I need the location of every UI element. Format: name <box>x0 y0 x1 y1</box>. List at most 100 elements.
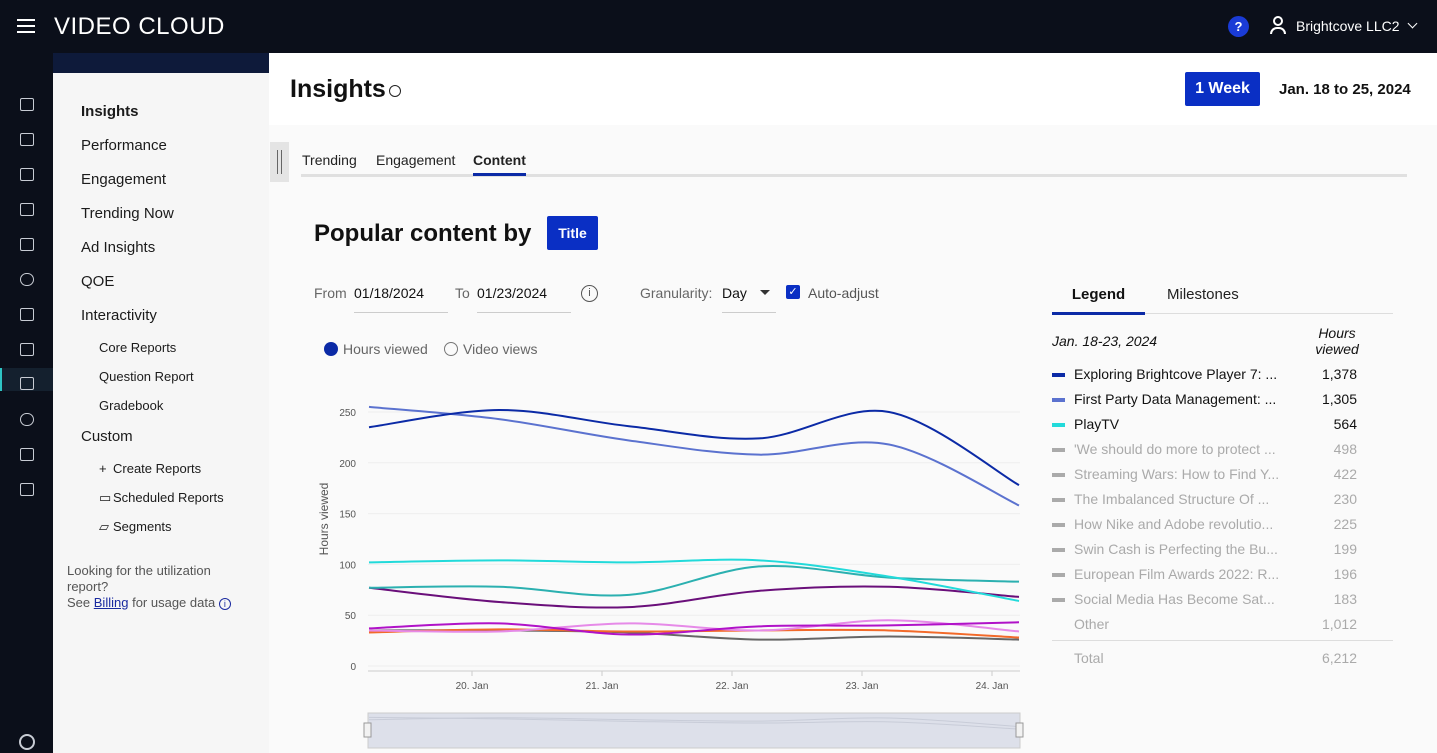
legend-col-header: Hours viewed <box>1310 325 1364 357</box>
legend-item[interactable]: The Imbalanced Structure Of ... 230 <box>1052 491 1357 511</box>
calendar-icon: ▭ <box>99 490 112 505</box>
sidebar-subitem[interactable]: Core Reports <box>99 340 177 355</box>
legend-item[interactable]: Exploring Brightcove Player 7: ... 1,378 <box>1052 366 1357 386</box>
granularity-select[interactable]: Day <box>722 285 776 313</box>
sidebar-item-insights[interactable]: Insights <box>81 103 139 120</box>
radio-video-label: Video views <box>463 341 538 357</box>
sidebar-subitem[interactable]: + Create Reports <box>99 461 201 476</box>
sidebar-item-engagement[interactable]: Engagement <box>81 171 167 188</box>
legend-item[interactable]: European Film Awards 2022: R... 196 <box>1052 566 1357 586</box>
to-date-input[interactable]: 01/23/2024 <box>477 285 571 313</box>
info-icon[interactable]: i <box>218 598 231 610</box>
plus-icon: + <box>99 461 107 476</box>
tab-engagement[interactable]: Engagement <box>376 152 456 168</box>
y-tick-label: 200 <box>339 459 356 470</box>
auto-adjust-label: Auto-adjust <box>808 285 879 301</box>
sidebar-item-performance[interactable]: Performance <box>81 137 167 154</box>
legend-item-value: 196 <box>1333 566 1357 582</box>
legend-item[interactable]: Swin Cash is Perfecting the Bu... 199 <box>1052 541 1357 561</box>
note-rest: for usage data <box>132 595 216 610</box>
panel-drag-handle[interactable] <box>270 142 289 182</box>
navigator-handle-left[interactable] <box>363 722 372 738</box>
col-header-2: viewed <box>1315 341 1359 357</box>
home-icon[interactable] <box>17 95 37 115</box>
audience-icon[interactable] <box>17 340 37 360</box>
radio-hours-viewed[interactable] <box>324 342 338 356</box>
radio-video-views[interactable] <box>444 342 458 356</box>
legend-divider <box>1052 640 1393 641</box>
range-button[interactable]: 1 Week <box>1185 72 1260 106</box>
billing-link[interactable]: Billing <box>93 595 129 610</box>
navigator-handle-right[interactable] <box>1015 722 1024 738</box>
series-line <box>368 564 1020 597</box>
legend-total: Total 6,212 <box>1052 650 1357 670</box>
media-icon[interactable] <box>17 200 37 220</box>
legend-tab-underline <box>1052 313 1393 314</box>
x-tick-label: 23. Jan <box>846 681 879 692</box>
legend-item[interactable]: How Nike and Adobe revolutio... 225 <box>1052 516 1357 536</box>
navigator-series <box>368 717 1020 728</box>
tv-icon[interactable] <box>17 235 37 255</box>
tab-milestones[interactable]: Milestones <box>1167 286 1239 303</box>
series-line <box>368 558 1020 602</box>
video-icon[interactable] <box>17 165 37 185</box>
play-icon[interactable] <box>17 410 37 430</box>
sidebar-item-ad-insights[interactable]: Ad Insights <box>81 239 156 256</box>
legend-item[interactable]: Streaming Wars: How to Find Y... 422 <box>1052 466 1357 486</box>
legend-swatch <box>1052 523 1065 527</box>
cloud-icon[interactable] <box>17 270 37 290</box>
sidebar-item-trending-now[interactable]: Trending Now <box>81 205 174 222</box>
upload-icon[interactable] <box>17 130 37 150</box>
settings-icon[interactable] <box>19 734 35 750</box>
y-axis-label: Hours viewed <box>317 483 331 556</box>
icon-rail <box>0 53 53 753</box>
legend-item[interactable]: Social Media Has Become Sat... 183 <box>1052 591 1357 611</box>
sidebar-subitem[interactable]: ▭ Scheduled Reports <box>99 490 224 506</box>
legend-item[interactable]: First Party Data Management: ... 1,305 <box>1052 391 1357 411</box>
account-menu[interactable]: Brightcove LLC2 <box>1296 18 1400 34</box>
from-date-input[interactable]: 01/18/2024 <box>354 285 448 313</box>
subitem-label: Create Reports <box>113 461 202 476</box>
granularity-value: Day <box>722 285 747 301</box>
sidebar-subitem[interactable]: ▱ Segments <box>99 519 172 535</box>
group-by-button[interactable]: Title <box>547 216 598 250</box>
legend-item[interactable]: PlayTV 564 <box>1052 416 1357 436</box>
sidebar-subitem[interactable]: Question Report <box>99 369 194 384</box>
info-icon[interactable]: i <box>581 285 598 302</box>
sidebar-item-interactivity[interactable]: Interactivity <box>81 307 157 324</box>
tab-legend[interactable]: Legend <box>1052 286 1145 315</box>
share-icon[interactable] <box>17 305 37 325</box>
caret-down-icon <box>760 290 770 300</box>
note-line1: Looking for the utilization <box>67 563 211 578</box>
legend-item[interactable]: 'We should do more to protect ... 498 <box>1052 441 1357 461</box>
tabs-underline <box>301 174 1407 177</box>
legend-item-value: 498 <box>1333 441 1357 457</box>
help-button[interactable]: ? <box>1228 16 1249 37</box>
analytics-icon[interactable] <box>17 374 37 394</box>
legend-item-value: 564 <box>1333 416 1357 432</box>
radio-hours-label: Hours viewed <box>343 341 428 357</box>
users-icon[interactable] <box>17 445 37 465</box>
folder-icon: ▱ <box>99 519 109 534</box>
history-icon[interactable] <box>389 85 401 97</box>
legend-swatch <box>1052 473 1065 477</box>
tab-trending[interactable]: Trending <box>302 152 357 168</box>
legend-swatch <box>1052 573 1065 577</box>
series-line <box>368 408 1020 487</box>
legend-item-value: 183 <box>1333 591 1357 607</box>
legend-item-name: Exploring Brightcove Player 7: ... <box>1074 366 1278 382</box>
legend-swatch <box>1052 498 1065 502</box>
sidebar-item-custom[interactable]: Custom <box>81 428 133 445</box>
menu-icon[interactable] <box>17 19 35 33</box>
legend-item-value: 199 <box>1333 541 1357 557</box>
auto-adjust-checkbox[interactable]: ✓ <box>786 285 800 299</box>
chevron-down-icon[interactable] <box>1407 18 1418 29</box>
y-tick-label: 0 <box>350 662 356 673</box>
sidebar-subitem[interactable]: Gradebook <box>99 398 164 413</box>
legend-item-name: How Nike and Adobe revolutio... <box>1074 516 1274 532</box>
sidebar-item-qoe[interactable]: QOE <box>81 273 115 290</box>
series-line <box>368 585 1020 609</box>
plug-icon[interactable] <box>17 480 37 500</box>
tab-content[interactable]: Content <box>473 152 526 176</box>
legend-item-name: Streaming Wars: How to Find Y... <box>1074 466 1280 482</box>
